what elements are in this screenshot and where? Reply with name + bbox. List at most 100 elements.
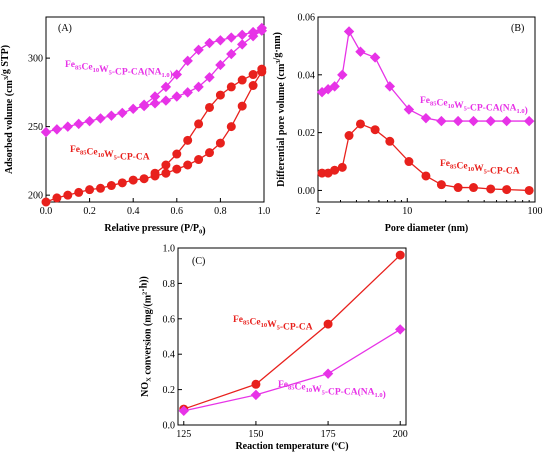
panel-label: (A) [58, 23, 72, 34]
y-tick-label: 0.06 [298, 13, 316, 24]
data-point [436, 180, 446, 190]
data-point [395, 324, 406, 335]
data-point [452, 115, 464, 127]
adsorption-point [96, 183, 105, 193]
series-line [183, 254, 401, 410]
series-label-ca: Fe85Ce10W5-CP-CA [233, 315, 313, 333]
desorption-point [183, 135, 193, 145]
desorption-point [205, 102, 214, 112]
data-point [178, 405, 189, 417]
desorption-point [237, 75, 247, 85]
data-point [403, 104, 415, 115]
series-label-ca: Fe85Ce10W5-CP-CA [440, 159, 520, 177]
y-tick-label: 300 [28, 54, 43, 65]
data-point [469, 183, 479, 193]
adsorption-point [117, 178, 127, 188]
series-label-na: Fe85Ce10W5-CP-CA(NA1.0) [65, 60, 173, 80]
adsorption-point [182, 87, 193, 98]
adsorption-point [161, 168, 171, 178]
data-point [421, 171, 431, 181]
plot-frame [317, 16, 536, 203]
desorption-line [154, 68, 263, 174]
x-tick-label: 10 [402, 206, 412, 217]
x-tick-label: 125 [176, 429, 191, 440]
y-axis-label: NOX conversion (mg/(m2·h)) [139, 276, 154, 397]
x-tick-label: 0.6 [171, 206, 184, 217]
data-point [343, 26, 355, 37]
data-point [370, 125, 380, 135]
data-point [330, 165, 340, 175]
data-point [250, 389, 262, 401]
data-point [251, 379, 261, 389]
adsorption-point [95, 113, 106, 124]
x-tick-label: 175 [321, 429, 336, 440]
adsorption-point [73, 118, 84, 130]
y-tick-label: 0.00 [298, 186, 316, 197]
chart-b-pore-size-distribution: 2 10 100 0.00 0.02 0.04 0.06 (B) Pore diameter (… [272, 13, 543, 235]
adsorption-point [149, 98, 161, 109]
data-point [384, 81, 396, 92]
panel-label: (C) [192, 256, 205, 267]
adsorption-point [62, 121, 74, 132]
adsorption-point [236, 39, 248, 50]
desorption-point [194, 119, 204, 129]
x-tick-label: 0.4 [127, 206, 140, 217]
adsorption-point [226, 122, 236, 132]
data-point [322, 368, 334, 379]
adsorption-point [248, 81, 258, 91]
chart-a-adsorption-isotherm: 0.0 0.2 0.4 0.6 0.8 1.0 200 250 300 (A) Relative p… [0, 16, 271, 237]
y-axis-label: Differential pore volume (cm3/g·nm) [272, 32, 287, 187]
desorption-point [247, 26, 259, 38]
x-axis-label: Pore diameter (nm) [385, 223, 469, 234]
series-label-ca: Fe85Ce10W5-CP-CA [70, 145, 150, 163]
desorption-point [149, 91, 161, 102]
series-line [321, 29, 530, 122]
desorption-point [182, 55, 193, 67]
adsorption-point [106, 110, 117, 121]
y-tick-label: 0.02 [298, 128, 316, 139]
adsorption-point [194, 155, 204, 165]
panel-label: (B) [511, 23, 524, 34]
x-tick-label: 200 [393, 429, 408, 440]
adsorption-point [127, 103, 139, 115]
adsorption-point [139, 174, 149, 184]
data-point [369, 52, 381, 63]
data-point [385, 136, 395, 146]
desorption-point [160, 81, 172, 93]
desorption-point [150, 168, 160, 178]
desorption-point [138, 99, 150, 110]
x-tick-label: 1.0 [258, 206, 271, 217]
adsorption-point [183, 160, 193, 170]
desorption-point [248, 70, 258, 80]
desorption-point [215, 90, 225, 100]
data-point [329, 81, 340, 92]
desorption-point [236, 29, 248, 41]
x-tick-label: 0.8 [214, 206, 227, 217]
adsorption-point [52, 193, 62, 203]
desorption-point [171, 69, 183, 80]
data-point [337, 162, 347, 172]
y-axis-label: Adsorbed volume (cm3/g STP) [0, 45, 15, 174]
data-point [485, 115, 496, 127]
adsorption-point [171, 91, 183, 102]
data-point [355, 46, 366, 57]
x-tick-label: 2 [316, 206, 321, 217]
data-point [323, 319, 333, 329]
y-tick-label: 0.6 [163, 314, 176, 325]
desorption-point [193, 44, 204, 56]
series-label-na: Fe85Ce10W5-CP-CA(NA1.0) [278, 380, 386, 400]
data-point [395, 250, 405, 260]
data-point [420, 112, 432, 124]
data-point [436, 115, 447, 127]
data-point [344, 131, 354, 141]
adsorption-point [106, 181, 116, 191]
desorption-point [172, 149, 182, 159]
adsorption-point [40, 126, 52, 138]
adsorption-point [226, 48, 237, 60]
plot-frame [45, 16, 265, 203]
desorption-point [161, 160, 171, 170]
desorption-point [204, 37, 215, 49]
desorption-point [226, 82, 236, 92]
y-tick-label: 0.8 [163, 279, 176, 290]
